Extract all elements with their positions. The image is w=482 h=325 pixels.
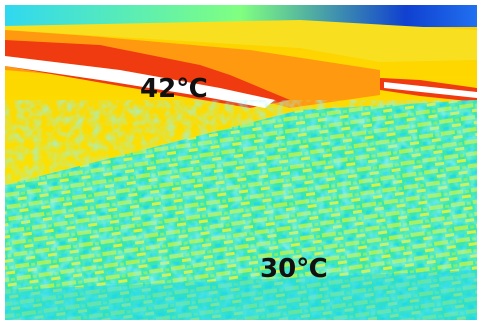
- temperature-label: 42℃: [140, 74, 208, 104]
- upper-area: [5, 20, 477, 62]
- cool-texture: [5, 100, 477, 320]
- top-edge: [5, 5, 477, 27]
- temperature-label: 30℃: [260, 254, 328, 284]
- cool-bottom: [5, 270, 477, 320]
- hot-stripe-right: [384, 82, 477, 98]
- image-area: [5, 5, 477, 320]
- hot-stripe: [5, 56, 275, 108]
